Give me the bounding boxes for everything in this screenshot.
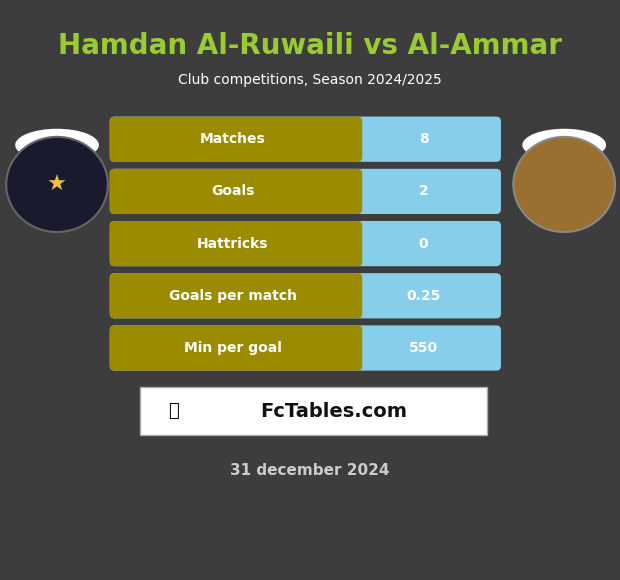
Text: FcTables.com: FcTables.com — [260, 402, 407, 420]
FancyBboxPatch shape — [140, 387, 487, 435]
FancyBboxPatch shape — [110, 117, 362, 162]
Text: Min per goal: Min per goal — [184, 341, 282, 355]
Text: 550: 550 — [409, 341, 438, 355]
FancyBboxPatch shape — [110, 273, 362, 318]
Ellipse shape — [522, 129, 606, 161]
Circle shape — [513, 137, 615, 232]
Text: 31 december 2024: 31 december 2024 — [230, 463, 390, 478]
FancyBboxPatch shape — [110, 325, 362, 371]
Circle shape — [6, 137, 108, 232]
FancyBboxPatch shape — [110, 273, 501, 318]
Text: 0.25: 0.25 — [406, 289, 441, 303]
Text: Goals: Goals — [211, 184, 255, 198]
Text: ★: ★ — [47, 175, 67, 194]
FancyBboxPatch shape — [110, 221, 362, 266]
Ellipse shape — [15, 129, 99, 161]
Text: 8: 8 — [418, 132, 428, 146]
Text: Goals per match: Goals per match — [169, 289, 297, 303]
Ellipse shape — [522, 168, 606, 201]
FancyBboxPatch shape — [110, 325, 501, 371]
Text: 2: 2 — [418, 184, 428, 198]
Text: Matches: Matches — [200, 132, 266, 146]
Text: Hamdan Al-Ruwaili vs Al-Ammar: Hamdan Al-Ruwaili vs Al-Ammar — [58, 32, 562, 60]
FancyBboxPatch shape — [110, 169, 362, 214]
FancyBboxPatch shape — [110, 117, 501, 162]
Text: Club competitions, Season 2024/2025: Club competitions, Season 2024/2025 — [178, 73, 442, 87]
Text: 0: 0 — [418, 237, 428, 251]
Text: Hattricks: Hattricks — [197, 237, 268, 251]
FancyBboxPatch shape — [110, 169, 501, 214]
Text: 📊: 📊 — [168, 402, 179, 420]
FancyBboxPatch shape — [110, 221, 501, 266]
